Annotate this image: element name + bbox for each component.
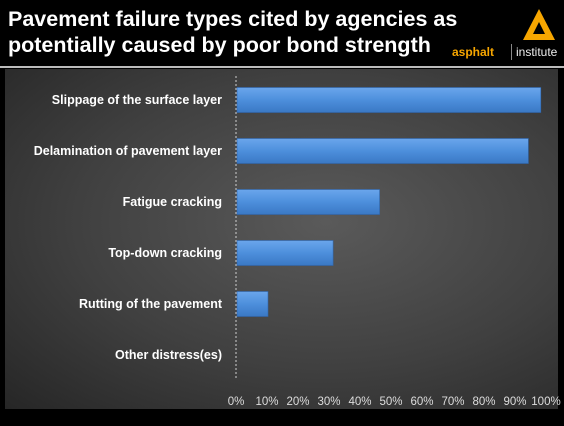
- bar: [236, 138, 529, 164]
- logo-asphalt-word: asphalt: [452, 45, 495, 59]
- chart-plot-area: [5, 69, 558, 409]
- header-divider: [0, 66, 564, 68]
- category-label: Top-down cracking: [108, 246, 222, 260]
- x-tick-label: 20%: [286, 396, 309, 408]
- x-tick-label: 10%: [255, 396, 278, 408]
- x-tick-label: 60%: [410, 396, 433, 408]
- x-tick-label: 100%: [531, 396, 560, 408]
- category-label: Slippage of the surface layer: [52, 93, 222, 107]
- bar: [236, 189, 380, 215]
- logo-separator: [511, 44, 512, 60]
- x-tick-label: 80%: [472, 396, 495, 408]
- x-tick-label: 90%: [503, 396, 526, 408]
- slide-title: Pavement failure types cited by agencies…: [8, 7, 458, 57]
- category-label: Other distress(es): [115, 348, 222, 362]
- x-tick-label: 70%: [441, 396, 464, 408]
- x-tick-label: 50%: [379, 396, 402, 408]
- x-tick-label: 30%: [317, 396, 340, 408]
- logo-institute-word: institute: [516, 45, 558, 59]
- slide-header: Pavement failure types cited by agencies…: [0, 0, 564, 66]
- category-label: Fatigue cracking: [123, 195, 222, 209]
- category-label: Rutting of the pavement: [79, 297, 223, 311]
- bar: [236, 87, 542, 113]
- category-label: Delamination of pavement layer: [34, 144, 222, 158]
- x-tick-label: 0%: [228, 396, 245, 408]
- bar: [236, 291, 269, 317]
- x-tick-label: 40%: [348, 396, 371, 408]
- slide-footer: [0, 409, 564, 426]
- asphalt-institute-logo-icon: [523, 9, 555, 40]
- bar: [236, 240, 334, 266]
